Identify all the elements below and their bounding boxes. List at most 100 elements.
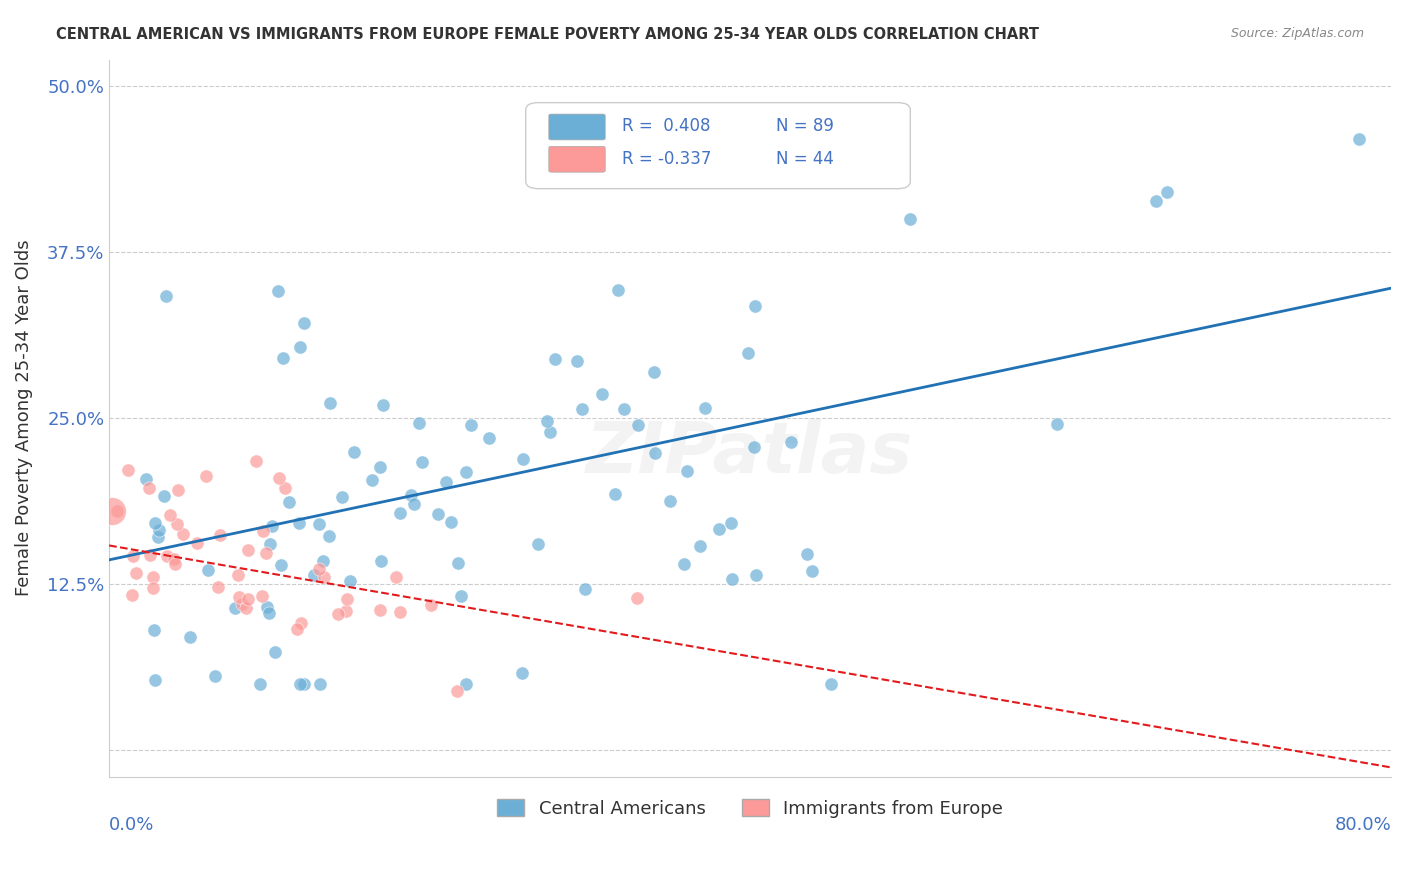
Point (426, 507, 449, 521)
Point (797, 166, 820, 180)
Point (166, 516, 188, 531)
Point (245, 454, 267, 468)
Point (186, 535, 208, 549)
Point (613, 402, 636, 417)
Point (288, 341, 311, 355)
Point (643, 365, 665, 379)
Point (626, 591, 648, 605)
Point (267, 471, 290, 485)
Point (256, 599, 278, 614)
Point (370, 554, 392, 568)
Text: N = 89: N = 89 (776, 117, 834, 135)
FancyBboxPatch shape (526, 103, 910, 189)
Point (1348, 132, 1371, 146)
Point (1144, 194, 1167, 208)
Text: Source: ZipAtlas.com: Source: ZipAtlas.com (1230, 27, 1364, 40)
Point (368, 603, 391, 617)
Text: N = 44: N = 44 (776, 150, 834, 168)
Point (117, 463, 139, 477)
Point (440, 515, 463, 529)
Point (510, 665, 533, 680)
Point (264, 645, 287, 659)
Point (454, 465, 477, 479)
Point (308, 562, 330, 576)
Text: ZIPatlas: ZIPatlas (586, 419, 914, 489)
Point (259, 536, 281, 550)
Point (820, 676, 842, 690)
Point (311, 554, 333, 568)
Point (319, 396, 342, 410)
Point (236, 591, 259, 606)
Point (446, 683, 468, 698)
Point (121, 588, 143, 602)
Point (105, 504, 128, 518)
Point (312, 570, 335, 584)
Point (478, 431, 501, 445)
Point (163, 551, 186, 566)
Point (235, 601, 257, 615)
Point (408, 416, 430, 430)
Point (270, 558, 292, 572)
Point (447, 557, 470, 571)
Point (335, 604, 357, 618)
Point (142, 570, 165, 584)
Point (744, 299, 766, 313)
Point (343, 444, 366, 458)
Point (404, 497, 426, 511)
Point (179, 630, 201, 644)
Point (370, 460, 392, 475)
Point (336, 591, 359, 606)
Point (165, 558, 187, 572)
Point (1156, 186, 1178, 200)
Point (571, 401, 593, 416)
Point (308, 676, 330, 690)
Point (591, 387, 613, 401)
Point (326, 607, 349, 621)
Point (285, 622, 308, 636)
Point (288, 516, 311, 530)
Point (745, 568, 768, 582)
Point (720, 516, 742, 530)
Point (274, 481, 297, 495)
Point (224, 601, 246, 615)
Point (204, 669, 226, 683)
Point (262, 519, 284, 533)
Point (145, 516, 167, 531)
Point (318, 529, 340, 543)
Point (194, 469, 217, 483)
Point (737, 346, 759, 360)
Point (627, 418, 650, 433)
Point (249, 676, 271, 690)
Point (290, 615, 312, 630)
Point (302, 568, 325, 582)
Point (659, 494, 682, 508)
Point (411, 455, 433, 469)
Point (574, 582, 596, 597)
Point (308, 517, 330, 532)
Point (567, 353, 589, 368)
Point (153, 489, 176, 503)
Point (389, 605, 412, 619)
Text: 0.0%: 0.0% (110, 816, 155, 834)
Point (172, 526, 194, 541)
Point (399, 488, 422, 502)
Point (538, 425, 561, 439)
FancyBboxPatch shape (548, 146, 605, 172)
Point (257, 606, 280, 620)
Point (125, 566, 148, 580)
Point (138, 481, 160, 495)
Y-axis label: Female Poverty Among 25-34 Year Olds: Female Poverty Among 25-34 Year Olds (15, 240, 32, 597)
Point (254, 546, 277, 560)
Point (709, 522, 731, 536)
Text: R =  0.408: R = 0.408 (621, 117, 710, 135)
Point (360, 473, 382, 487)
Point (512, 452, 534, 467)
Point (159, 508, 181, 522)
Point (155, 289, 177, 303)
Point (207, 580, 229, 594)
Point (121, 549, 143, 564)
Point (156, 549, 179, 563)
Point (536, 414, 558, 428)
Point (143, 673, 166, 687)
Point (231, 598, 253, 612)
